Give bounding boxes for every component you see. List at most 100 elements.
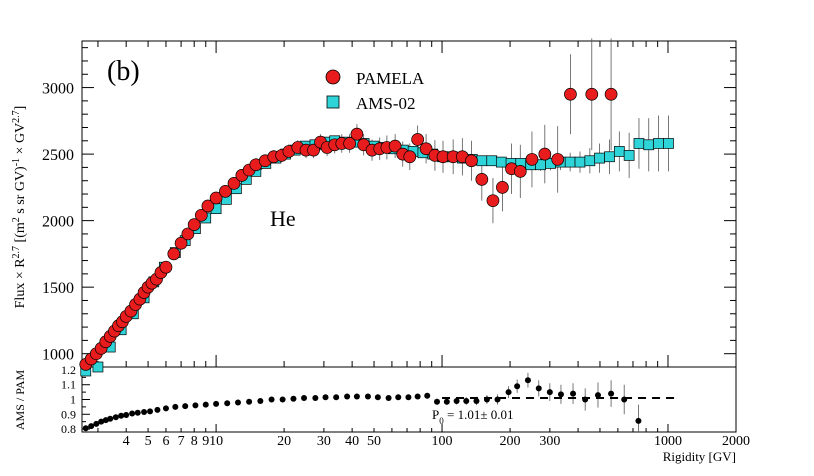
ratio-point xyxy=(192,402,199,409)
pamela-point xyxy=(496,181,509,194)
ratio-point xyxy=(129,410,136,417)
pamela-point xyxy=(174,236,188,250)
ams02-point xyxy=(574,156,586,168)
ratio-point xyxy=(364,393,371,400)
top-series-layer xyxy=(79,38,674,377)
ams02-point xyxy=(663,138,674,149)
ratio-point xyxy=(385,395,392,402)
x-tick-label: 2000 xyxy=(722,434,750,449)
ratio-point xyxy=(98,418,105,425)
pamela-point xyxy=(159,260,173,274)
top-y-tick-label: 2000 xyxy=(42,214,74,231)
pamela-point xyxy=(167,247,181,261)
pamela-point xyxy=(187,218,201,231)
ratio-point xyxy=(505,389,512,396)
ratio-point xyxy=(234,399,241,406)
ratio-point xyxy=(162,405,169,412)
ratio-point xyxy=(344,393,351,400)
pamela-point xyxy=(513,165,527,178)
pamela-point xyxy=(564,87,577,101)
ylabel-part-2: [(m xyxy=(13,222,28,246)
ylabel-sup-4: 2.7 xyxy=(11,110,22,123)
ratio-point xyxy=(546,389,553,396)
x-tick-label: 1000 xyxy=(654,434,682,449)
ratio-point xyxy=(279,396,286,403)
ams02-point xyxy=(486,155,498,167)
ams02-point xyxy=(476,155,488,167)
fit-label-rest: = 1.01± 0.01 xyxy=(444,407,514,422)
x-axis-label: Rigidity [GV] xyxy=(663,449,736,464)
ylabel-sup-3: -1 xyxy=(11,158,22,166)
ratio-point xyxy=(82,425,89,432)
fit-label-p: P xyxy=(432,407,439,422)
bottom-y-tick-label: 0.8 xyxy=(61,422,76,436)
ratio-point xyxy=(118,412,125,419)
pamela-point xyxy=(219,185,232,198)
ratio-point xyxy=(353,393,360,400)
x-tick-label: 6 xyxy=(162,434,169,449)
ratio-point xyxy=(535,385,542,392)
pamela-point xyxy=(343,137,356,150)
fit-label: P0 = 1.01± 0.01 xyxy=(432,407,513,426)
x-tick-label: 5 xyxy=(145,434,152,449)
ratio-point xyxy=(301,395,308,402)
x-tick-label: 8 xyxy=(191,434,198,449)
pamela-point xyxy=(307,143,320,157)
ratio-point xyxy=(257,397,264,404)
pamela-point xyxy=(227,177,241,190)
bottom-y-tick-label: 1.1 xyxy=(61,378,76,392)
ratio-point xyxy=(424,392,431,399)
ratio-point xyxy=(312,395,319,402)
pamela-point xyxy=(411,133,425,146)
ams02-point xyxy=(594,152,605,164)
pamela-point xyxy=(350,127,364,141)
x-tick-label: 10 xyxy=(209,434,223,449)
ratio-point xyxy=(123,412,130,419)
ratio-point xyxy=(213,400,220,407)
ratio-point xyxy=(224,400,231,407)
ylabel-sup-2: 2 xyxy=(11,217,22,222)
ratio-point xyxy=(557,391,564,398)
pamela-point xyxy=(388,139,402,153)
ratio-point xyxy=(93,420,100,427)
pamela-point xyxy=(201,199,215,213)
legend-label-ams02: AMS-02 xyxy=(356,94,416,113)
pamela-point xyxy=(181,227,195,241)
top-y-tick-labels: 1000 1500 2000 2500 3000 xyxy=(42,81,74,364)
legend-marker-ams02 xyxy=(326,95,340,109)
ratio-point xyxy=(608,390,615,397)
ratio-point xyxy=(463,397,470,404)
ams02-point xyxy=(604,151,615,163)
ratio-point xyxy=(453,397,460,404)
x-tick-label: 30 xyxy=(317,434,331,449)
ams02-point xyxy=(623,150,635,161)
ratio-point xyxy=(322,394,329,401)
ratio-point xyxy=(473,397,480,404)
ratio-point xyxy=(635,417,642,424)
top-y-axis-label: Flux × R2.7 [(m2 s sr GV)-1 × GV2.7] xyxy=(11,106,29,309)
ratio-point xyxy=(147,408,154,415)
pamela-point xyxy=(419,142,433,156)
top-y-tick-label: 1500 xyxy=(42,280,74,297)
ratio-point xyxy=(246,398,253,405)
x-tick-label: 50 xyxy=(367,434,381,449)
x-tick-label: 100 xyxy=(432,434,453,449)
ams02-point xyxy=(653,138,664,149)
ratio-point xyxy=(134,409,141,416)
ratio-point xyxy=(594,392,601,399)
bottom-series-layer xyxy=(82,372,642,432)
pamela-point xyxy=(486,194,500,208)
pamela-point xyxy=(551,153,565,166)
pamela-point xyxy=(465,154,478,168)
bottom-y-axis-label: AMS / PAM xyxy=(13,370,27,431)
ratio-point xyxy=(154,406,161,413)
ratio-point xyxy=(172,403,179,410)
top-axis-ticks xyxy=(82,41,737,367)
x-tick-label: 200 xyxy=(500,434,521,449)
pamela-point xyxy=(475,173,489,186)
panel-label: (b) xyxy=(107,56,140,87)
fit-label-sub: 0 xyxy=(439,416,444,426)
ams02-point xyxy=(495,156,507,168)
pamela-point xyxy=(585,87,599,101)
